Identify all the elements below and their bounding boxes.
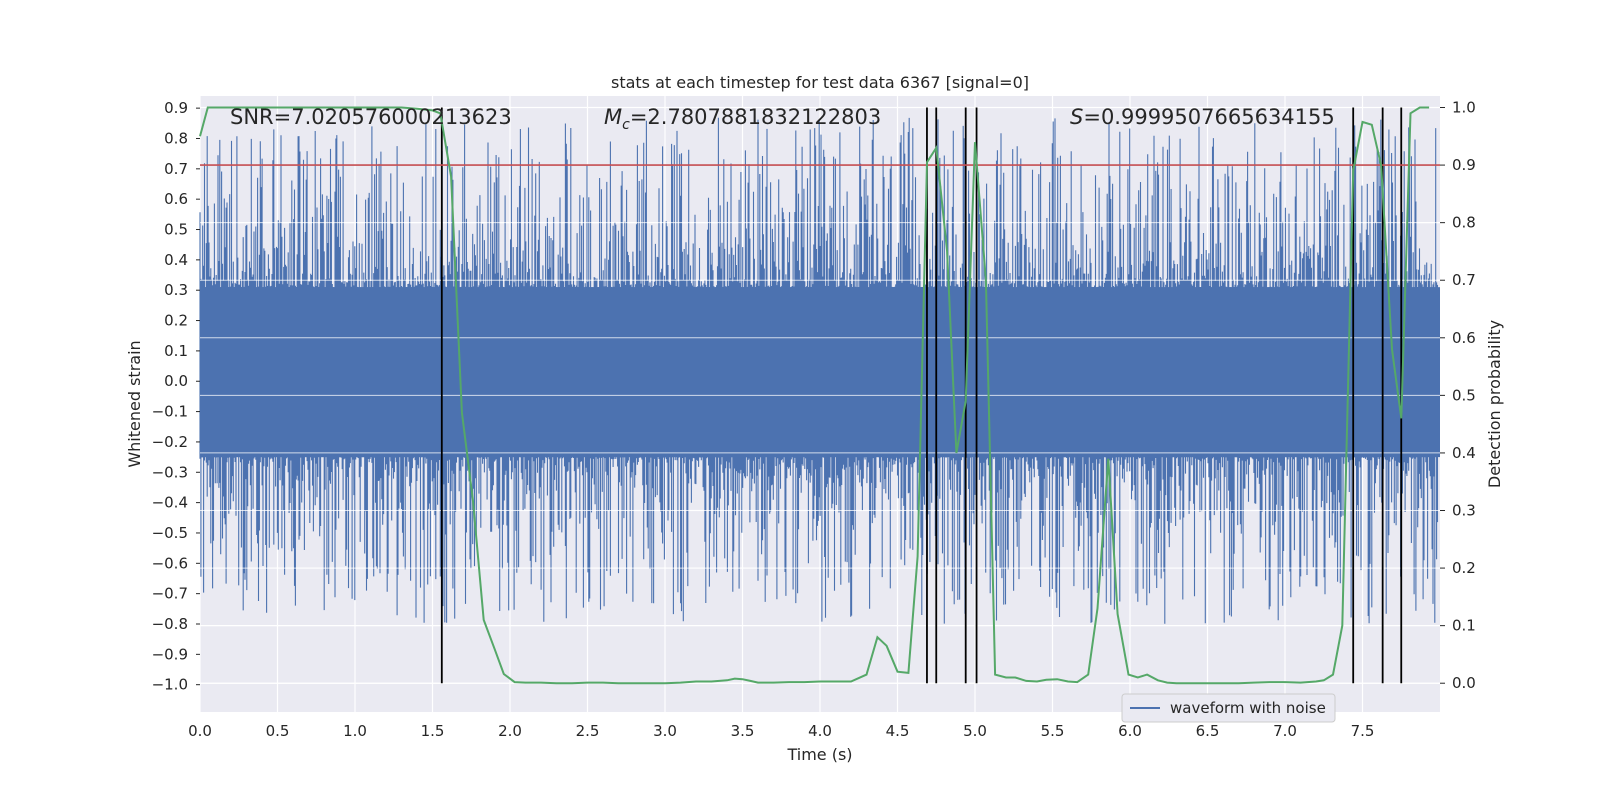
y-left-tick-16: −0.7 bbox=[152, 585, 188, 603]
x-tick-10: 5.0 bbox=[963, 722, 987, 740]
legend-box bbox=[1121, 693, 1336, 723]
snr-annotation: SNR=7.020576000213623 bbox=[230, 105, 512, 129]
x-tick-1: 0.5 bbox=[266, 722, 290, 740]
noise-spikes bbox=[199, 117, 1439, 624]
y-right-tick-4: 0.6 bbox=[1452, 329, 1476, 347]
chirp-mass-symbol: M bbox=[604, 105, 622, 129]
legend-label: waveform with noise bbox=[1170, 699, 1326, 717]
y-left-tick-3: 0.6 bbox=[164, 190, 188, 208]
y-left-tick-7: 0.2 bbox=[164, 312, 188, 330]
y-right-tick-6: 0.4 bbox=[1452, 444, 1476, 462]
y-left-tick-15: −0.6 bbox=[152, 554, 188, 572]
y-left-tick-10: −0.1 bbox=[152, 403, 188, 421]
chirp-mass-subscript: c bbox=[622, 117, 630, 133]
y-left-tick-11: −0.2 bbox=[152, 433, 188, 451]
y-right-tick-9: 0.1 bbox=[1452, 617, 1476, 635]
x-tick-5: 2.5 bbox=[576, 722, 600, 740]
chirp-mass-value: =2.7807881832122803 bbox=[630, 105, 881, 129]
x-tick-12: 6.0 bbox=[1118, 722, 1142, 740]
chirp-mass-annotation: Mc=2.7807881832122803 bbox=[604, 105, 881, 133]
x-tick-0: 0.0 bbox=[188, 722, 212, 740]
y-left-tick-19: −1.0 bbox=[152, 676, 188, 694]
detection-probability-series bbox=[199, 106, 1430, 685]
x-tick-13: 6.5 bbox=[1196, 722, 1220, 740]
y-right-tick-8: 0.2 bbox=[1452, 559, 1476, 577]
y-left-tick-0: 0.9 bbox=[164, 99, 188, 117]
y-left-tick-5: 0.4 bbox=[164, 251, 188, 269]
waveform-noise-series bbox=[199, 117, 1440, 624]
x-tick-15: 7.5 bbox=[1351, 722, 1375, 740]
y-left-tick-17: −0.8 bbox=[152, 615, 188, 633]
x-tick-7: 3.5 bbox=[731, 722, 755, 740]
y-left-tick-labels: 0.9 0.8 0.7 0.6 0.5 0.4 0.3 0.2 0.1 0.0 −0.1 −0.2 −0… bbox=[152, 99, 200, 694]
y-left-tick-6: 0.3 bbox=[164, 281, 188, 299]
y-axis-right-label: Detection probability bbox=[1485, 320, 1504, 488]
y-left-tick-9: 0.0 bbox=[164, 372, 188, 390]
y-right-tick-2: 0.8 bbox=[1452, 214, 1476, 232]
s-value: =0.9999507665634155 bbox=[1083, 105, 1334, 129]
y-axis-left-label: Whitened strain bbox=[125, 340, 144, 467]
y-left-tick-8: 0.1 bbox=[164, 342, 188, 360]
x-tick-labels: 0.0 0.5 1.0 1.5 2.0 2.5 3.0 3.5 4.0 4.5 5.0 5.5 6.0 6… bbox=[188, 722, 1374, 740]
x-tick-2: 1.0 bbox=[343, 722, 367, 740]
x-tick-6: 3.0 bbox=[653, 722, 677, 740]
x-tick-14: 7.0 bbox=[1273, 722, 1297, 740]
y-left-tick-13: −0.4 bbox=[152, 494, 188, 512]
y-left-tick-4: 0.5 bbox=[164, 221, 188, 239]
y-left-tick-2: 0.7 bbox=[164, 160, 188, 178]
x-tick-3: 1.5 bbox=[421, 722, 445, 740]
y-left-tick-18: −0.9 bbox=[152, 645, 188, 663]
y-right-tick-1: 0.9 bbox=[1452, 156, 1476, 174]
y-right-tick-5: 0.5 bbox=[1452, 386, 1476, 404]
chart-title: stats at each timestep for test data 636… bbox=[611, 73, 1029, 92]
x-tick-8: 4.0 bbox=[808, 722, 832, 740]
x-tick-4: 2.0 bbox=[498, 722, 522, 740]
y-right-tick-0: 1.0 bbox=[1452, 99, 1476, 117]
y-left-tick-1: 0.8 bbox=[164, 129, 188, 147]
y-left-tick-14: −0.5 bbox=[152, 524, 188, 542]
y-right-tick-3: 0.7 bbox=[1452, 271, 1476, 289]
x-axis-label: Time (s) bbox=[786, 745, 852, 764]
y-left-tick-12: −0.3 bbox=[152, 463, 188, 481]
y-right-tick-labels: 1.0 0.9 0.8 0.7 0.6 0.5 0.4 0.3 0.2 0.1 0.0 bbox=[1440, 99, 1476, 692]
y-right-tick-10: 0.0 bbox=[1452, 674, 1476, 692]
s-annotation: S=0.9999507665634155 bbox=[1070, 105, 1335, 129]
legend: waveform with noise bbox=[1121, 693, 1336, 723]
x-tick-9: 4.5 bbox=[886, 722, 910, 740]
y-right-tick-7: 0.3 bbox=[1452, 502, 1476, 520]
x-tick-11: 5.5 bbox=[1041, 722, 1065, 740]
s-symbol: S bbox=[1070, 105, 1083, 129]
